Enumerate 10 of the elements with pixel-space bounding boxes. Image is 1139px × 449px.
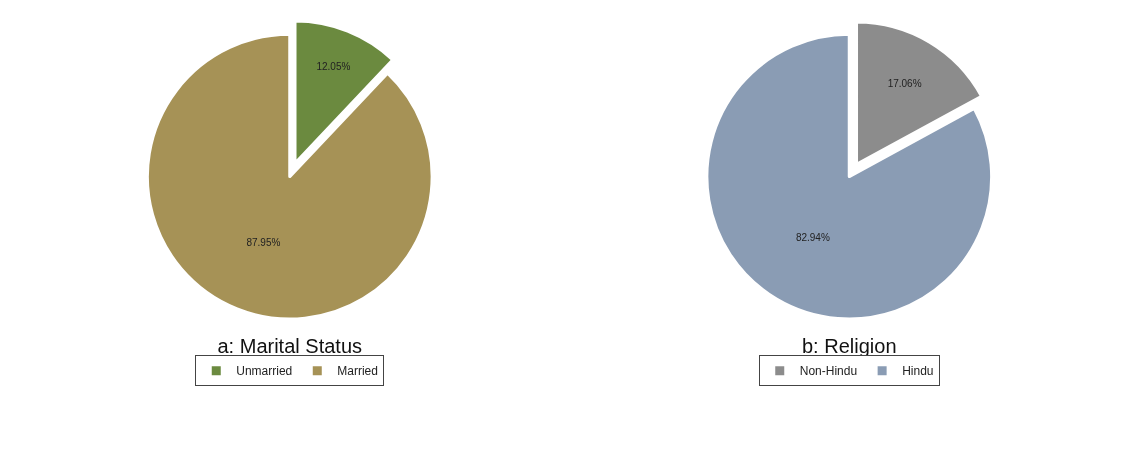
legend-label: Married <box>337 364 378 379</box>
legend-label: Unmarried <box>236 364 293 379</box>
data-label: 12.05% <box>316 61 351 73</box>
data-label: 17.06% <box>887 77 922 89</box>
legend-label: Non-Hindu <box>799 364 858 379</box>
text: a: Marital Status <box>217 335 363 358</box>
legend-label: Hindu <box>902 364 934 379</box>
data-label: 82.94% <box>795 232 830 244</box>
data-label: 87.95% <box>246 237 281 249</box>
text: b: Religion <box>801 335 897 358</box>
